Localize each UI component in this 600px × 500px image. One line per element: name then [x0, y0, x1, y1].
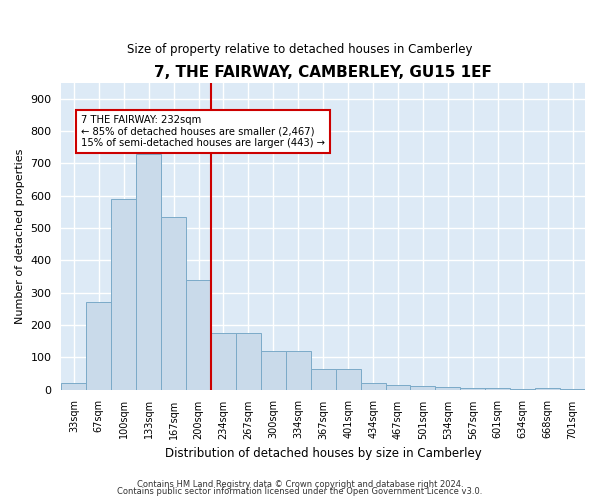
Title: 7, THE FAIRWAY, CAMBERLEY, GU15 1EF: 7, THE FAIRWAY, CAMBERLEY, GU15 1EF [154, 65, 492, 80]
Bar [111, 199, 136, 390]
Bar [535, 388, 560, 390]
Bar [311, 368, 335, 390]
Y-axis label: Number of detached properties: Number of detached properties [15, 148, 25, 324]
Bar [560, 389, 585, 390]
Bar [361, 383, 386, 390]
Bar [61, 383, 86, 390]
Text: Size of property relative to detached houses in Camberley: Size of property relative to detached ho… [127, 42, 473, 56]
Bar [386, 384, 410, 390]
Text: 7 THE FAIRWAY: 232sqm
← 85% of detached houses are smaller (2,467)
15% of semi-d: 7 THE FAIRWAY: 232sqm ← 85% of detached … [82, 115, 325, 148]
Bar [186, 280, 211, 390]
Text: Contains public sector information licensed under the Open Government Licence v3: Contains public sector information licen… [118, 487, 482, 496]
Bar [460, 388, 485, 390]
Text: Contains HM Land Registry data © Crown copyright and database right 2024.: Contains HM Land Registry data © Crown c… [137, 480, 463, 489]
Bar [136, 154, 161, 390]
X-axis label: Distribution of detached houses by size in Camberley: Distribution of detached houses by size … [165, 447, 482, 460]
Bar [86, 302, 111, 390]
Bar [436, 387, 460, 390]
Bar [211, 333, 236, 390]
Bar [510, 389, 535, 390]
Bar [335, 368, 361, 390]
Bar [485, 388, 510, 390]
Bar [161, 216, 186, 390]
Bar [286, 351, 311, 390]
Bar [410, 386, 436, 390]
Bar [236, 333, 261, 390]
Bar [261, 351, 286, 390]
